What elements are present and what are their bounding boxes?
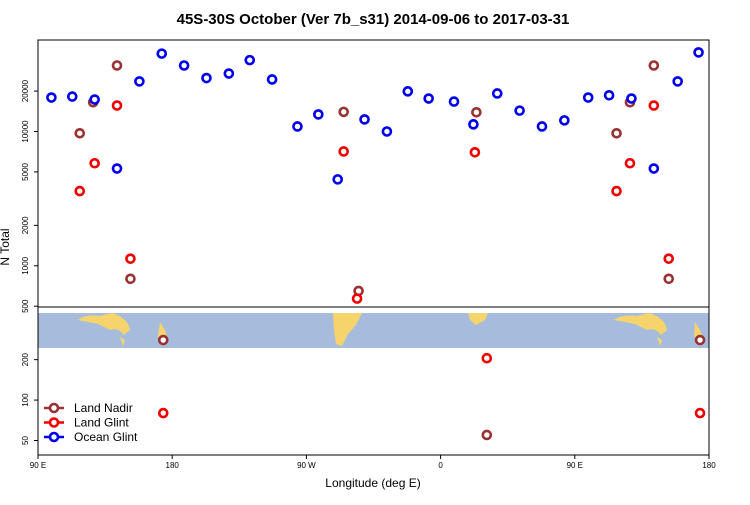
data-point	[338, 146, 349, 157]
data-point	[111, 100, 123, 111]
chart-title: 45S-30S October (Ver 7b_s31) 2014-09-06 …	[177, 11, 570, 28]
y-tick-label: 50	[21, 436, 30, 445]
x-tick-label: 180	[166, 461, 180, 470]
y-tick-label: 10000	[21, 120, 30, 143]
data-point	[66, 91, 78, 102]
data-point	[178, 60, 190, 71]
map-strip	[38, 313, 709, 348]
data-point	[157, 334, 169, 346]
data-point	[448, 96, 460, 107]
data-point	[46, 92, 57, 103]
data-point	[611, 127, 622, 139]
data-point	[536, 121, 548, 132]
data-point	[201, 72, 212, 84]
legend-label: Ocean Glint	[74, 430, 138, 444]
y-axis-label: N Total	[0, 228, 12, 265]
x-tick-label: 90 W	[297, 461, 316, 470]
y-tick-label: 200	[21, 352, 30, 366]
data-point	[157, 407, 169, 419]
data-point	[481, 429, 493, 441]
data-point	[89, 94, 100, 105]
data-point	[648, 163, 660, 174]
data-point	[648, 100, 660, 111]
data-point	[603, 89, 615, 101]
data-point	[402, 86, 414, 97]
data-point	[134, 76, 145, 87]
data-point	[332, 174, 344, 185]
plot-frame	[37, 39, 710, 456]
data-point	[694, 407, 706, 419]
data-point	[156, 48, 168, 59]
x-tick-label: 0	[438, 461, 443, 470]
y-tick-label: 1000	[21, 256, 30, 274]
data-point	[491, 88, 503, 99]
data-point	[624, 157, 636, 169]
data-point	[266, 74, 278, 85]
data-point	[89, 157, 100, 169]
data-point	[648, 60, 660, 71]
data-point	[514, 105, 525, 116]
legend-label: Land Glint	[74, 416, 129, 430]
data-point	[423, 93, 434, 104]
y-tick-label: 20000	[21, 79, 30, 102]
x-tick-label: 90 E	[567, 461, 583, 470]
data-point	[125, 273, 136, 285]
data-point	[582, 92, 594, 103]
data-point	[693, 47, 704, 58]
legend-label: Land Nadir	[74, 401, 133, 415]
data-point	[74, 185, 86, 197]
data-point	[244, 54, 256, 66]
data-point	[74, 127, 86, 139]
data-point	[125, 253, 136, 264]
data-point	[468, 119, 479, 130]
x-tick-label: 180	[702, 461, 716, 470]
data-point	[663, 253, 675, 264]
legend-marker	[48, 431, 60, 443]
data-point	[359, 114, 370, 125]
data-point	[471, 106, 482, 118]
data-point	[663, 273, 675, 285]
data-point	[292, 121, 303, 132]
data-point	[111, 163, 123, 174]
data-point	[626, 93, 637, 104]
x-tick-label: 90 E	[30, 461, 46, 470]
data-point	[338, 106, 349, 118]
data-point	[694, 334, 706, 346]
legend-marker	[48, 417, 60, 428]
data-point	[351, 293, 363, 304]
legend-marker	[48, 402, 60, 414]
y-tick-label: 500	[21, 299, 30, 313]
y-tick-label: 5000	[21, 162, 30, 180]
y-tick-label: 100	[21, 393, 30, 407]
x-axis-label: Longitude (deg E)	[325, 476, 420, 490]
data-point	[611, 185, 622, 197]
data-point	[672, 76, 683, 87]
y-tick-label: 2000	[21, 216, 30, 234]
data-point	[481, 352, 493, 364]
data-point	[559, 115, 570, 126]
data-point	[111, 60, 123, 71]
data-point	[223, 68, 235, 79]
data-point	[469, 146, 481, 158]
data-point	[313, 109, 324, 120]
data-point	[381, 126, 393, 137]
